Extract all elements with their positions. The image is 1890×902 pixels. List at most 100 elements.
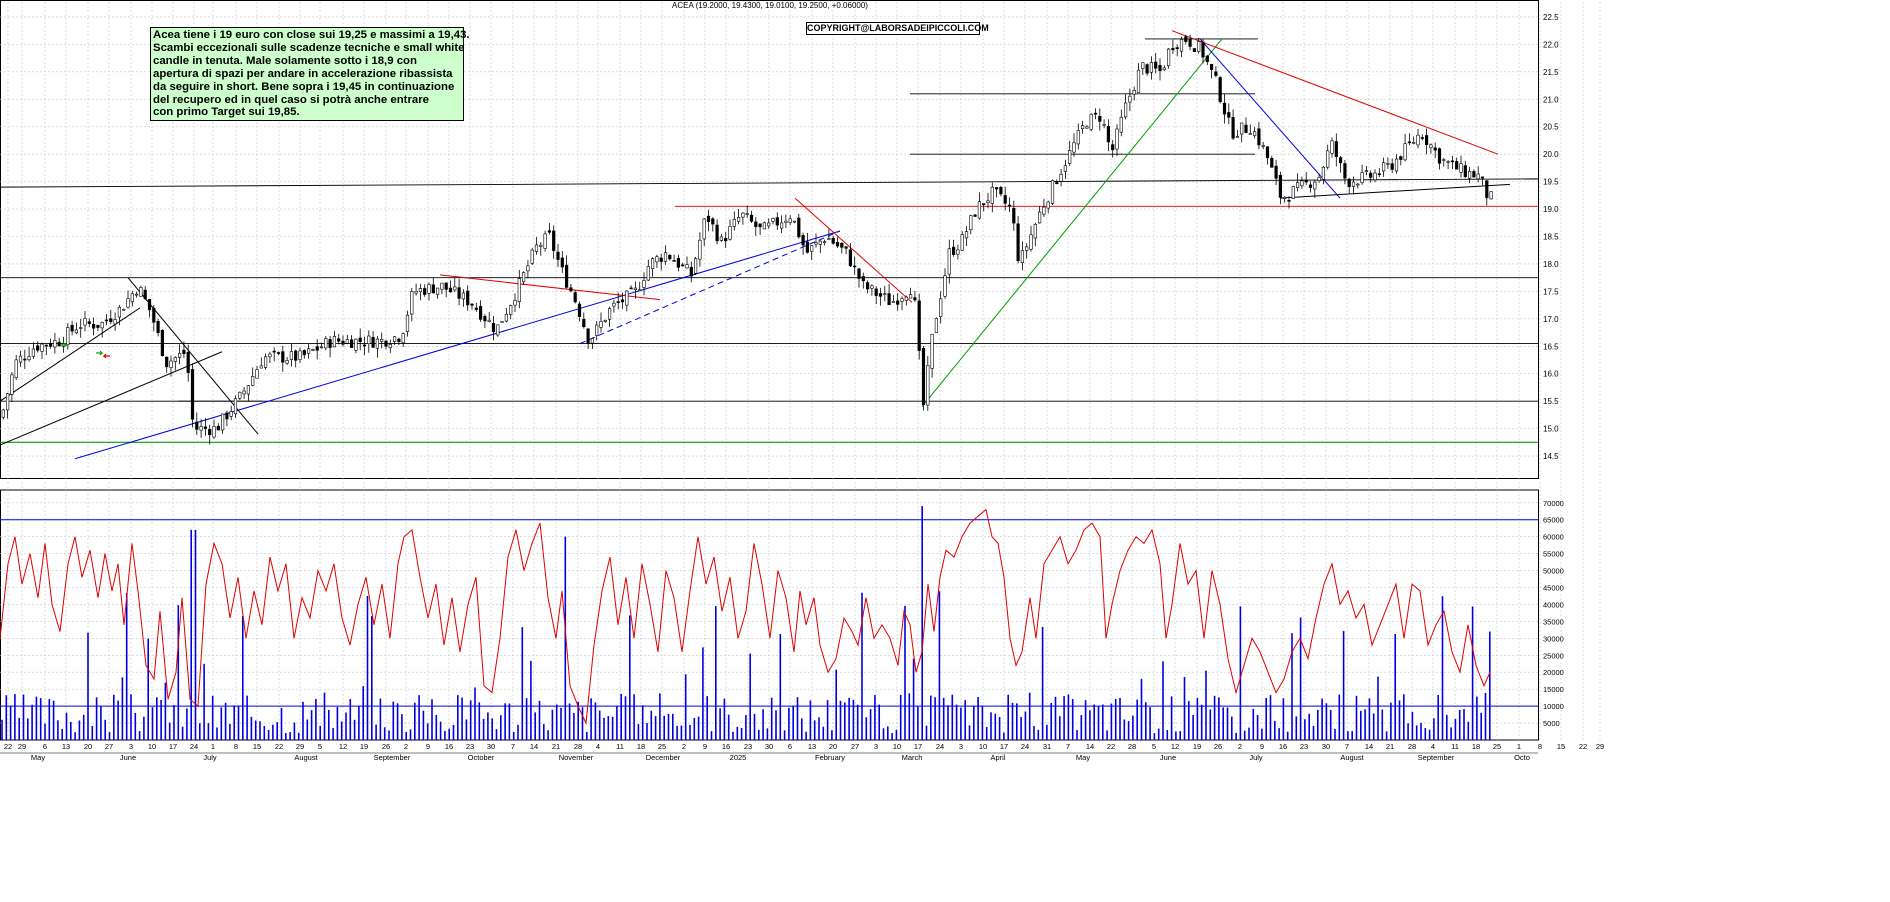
candle-body <box>311 349 315 351</box>
x-month-label: March <box>902 753 923 762</box>
candle-body <box>298 350 302 360</box>
candle-body <box>822 241 827 244</box>
volume-tick-label: 70000 <box>1543 499 1564 508</box>
candle-body <box>401 333 405 344</box>
candle-body <box>818 240 822 245</box>
candle-body <box>887 293 891 306</box>
y-tick-label: 14.5 <box>1543 452 1559 461</box>
candle-body <box>947 248 951 275</box>
candle-body <box>1076 130 1080 145</box>
x-tick-label: 28 <box>1408 742 1416 751</box>
candle-body <box>715 224 719 242</box>
candle-body <box>1167 48 1171 67</box>
x-month-label: June <box>1160 753 1176 762</box>
candle-body <box>92 323 96 329</box>
candle-body <box>1072 142 1076 153</box>
candle-body <box>1038 211 1042 224</box>
candle-body <box>1012 207 1016 224</box>
candle-body <box>242 390 246 395</box>
candle-body <box>1304 180 1308 183</box>
volume-panel-frame <box>0 489 1539 741</box>
candle-body <box>745 213 749 215</box>
candle-body <box>607 308 612 320</box>
trend-line <box>579 230 841 344</box>
candle-body <box>1184 36 1188 42</box>
candle-body <box>246 385 251 395</box>
candle-body <box>509 305 513 315</box>
candle-body <box>517 278 521 302</box>
y-tick-label: 21.0 <box>1543 95 1559 104</box>
candle-body <box>259 365 263 369</box>
candle-body <box>865 282 870 290</box>
x-tick-label: 16 <box>445 742 453 751</box>
candle-body <box>487 319 491 322</box>
candle-body <box>629 287 633 290</box>
candle-body <box>1124 102 1128 118</box>
x-month-label: November <box>559 753 594 762</box>
x-tick-label: 17 <box>914 742 922 751</box>
candle-body <box>440 282 444 290</box>
candle-body <box>474 307 478 310</box>
candle-body <box>272 350 276 353</box>
candle-body <box>982 203 986 206</box>
candle-body <box>83 318 87 326</box>
x-month-label: July <box>203 753 217 762</box>
buy-arrow-icon <box>96 350 104 356</box>
candle-body <box>337 338 341 342</box>
candle-body <box>853 265 857 268</box>
x-tick-label: 30 <box>1322 742 1330 751</box>
x-tick-label: 20 <box>84 742 92 751</box>
candle-body <box>1360 172 1364 184</box>
x-month-label: 2025 <box>730 753 747 762</box>
candle-body <box>659 257 663 262</box>
x-month-label: December <box>646 753 681 762</box>
y-tick-label: 19.0 <box>1543 205 1559 214</box>
candle-body <box>1149 62 1153 73</box>
x-tick-label: 22 <box>275 742 283 751</box>
candle-body <box>238 391 242 399</box>
candle-body <box>513 300 517 306</box>
candle-body <box>1003 195 1007 204</box>
candle-body <box>1399 156 1403 160</box>
candle-body <box>444 282 448 290</box>
candle-body <box>117 306 121 318</box>
candle-body <box>410 291 414 315</box>
candle-body <box>874 288 878 296</box>
candle-body <box>642 280 646 288</box>
candle-body <box>767 222 771 227</box>
x-tick-label: 17 <box>169 742 177 751</box>
candle-body <box>53 340 57 348</box>
candle-body <box>500 321 504 323</box>
candle-body <box>638 289 642 292</box>
x-tick-label: 5 <box>318 742 322 751</box>
candle-body <box>1119 116 1123 133</box>
x-tick-label: 29 <box>296 742 304 751</box>
candle-body <box>6 393 10 411</box>
x-tick-label: 10 <box>148 742 156 751</box>
volume-tick-label: 35000 <box>1543 617 1564 626</box>
candle-body <box>625 290 629 306</box>
x-tick-label: 7 <box>511 742 515 751</box>
x-tick-label: 13 <box>62 742 70 751</box>
candle-body <box>1265 146 1270 159</box>
candle-body <box>491 323 496 333</box>
candle-body <box>315 346 319 351</box>
candle-body <box>79 327 83 329</box>
candle-body <box>1248 133 1252 135</box>
candle-body <box>195 421 199 430</box>
candle-body <box>827 238 831 240</box>
candle-body <box>40 343 44 352</box>
x-tick-label: 3 <box>959 742 963 751</box>
y-tick-label: 19.5 <box>1543 178 1559 187</box>
candle-body <box>1442 159 1446 161</box>
x-tick-label: 19 <box>1193 742 1201 751</box>
candle-body <box>1429 144 1433 149</box>
candle-body <box>1347 178 1351 187</box>
candle-body <box>1308 184 1313 188</box>
candle-body <box>775 217 779 226</box>
candle-body <box>453 286 457 291</box>
x-tick-label: 24 <box>1021 742 1029 751</box>
volume-tick-label: 30000 <box>1543 634 1564 643</box>
x-tick-label: 16 <box>1279 742 1287 751</box>
candle-body <box>285 360 289 364</box>
